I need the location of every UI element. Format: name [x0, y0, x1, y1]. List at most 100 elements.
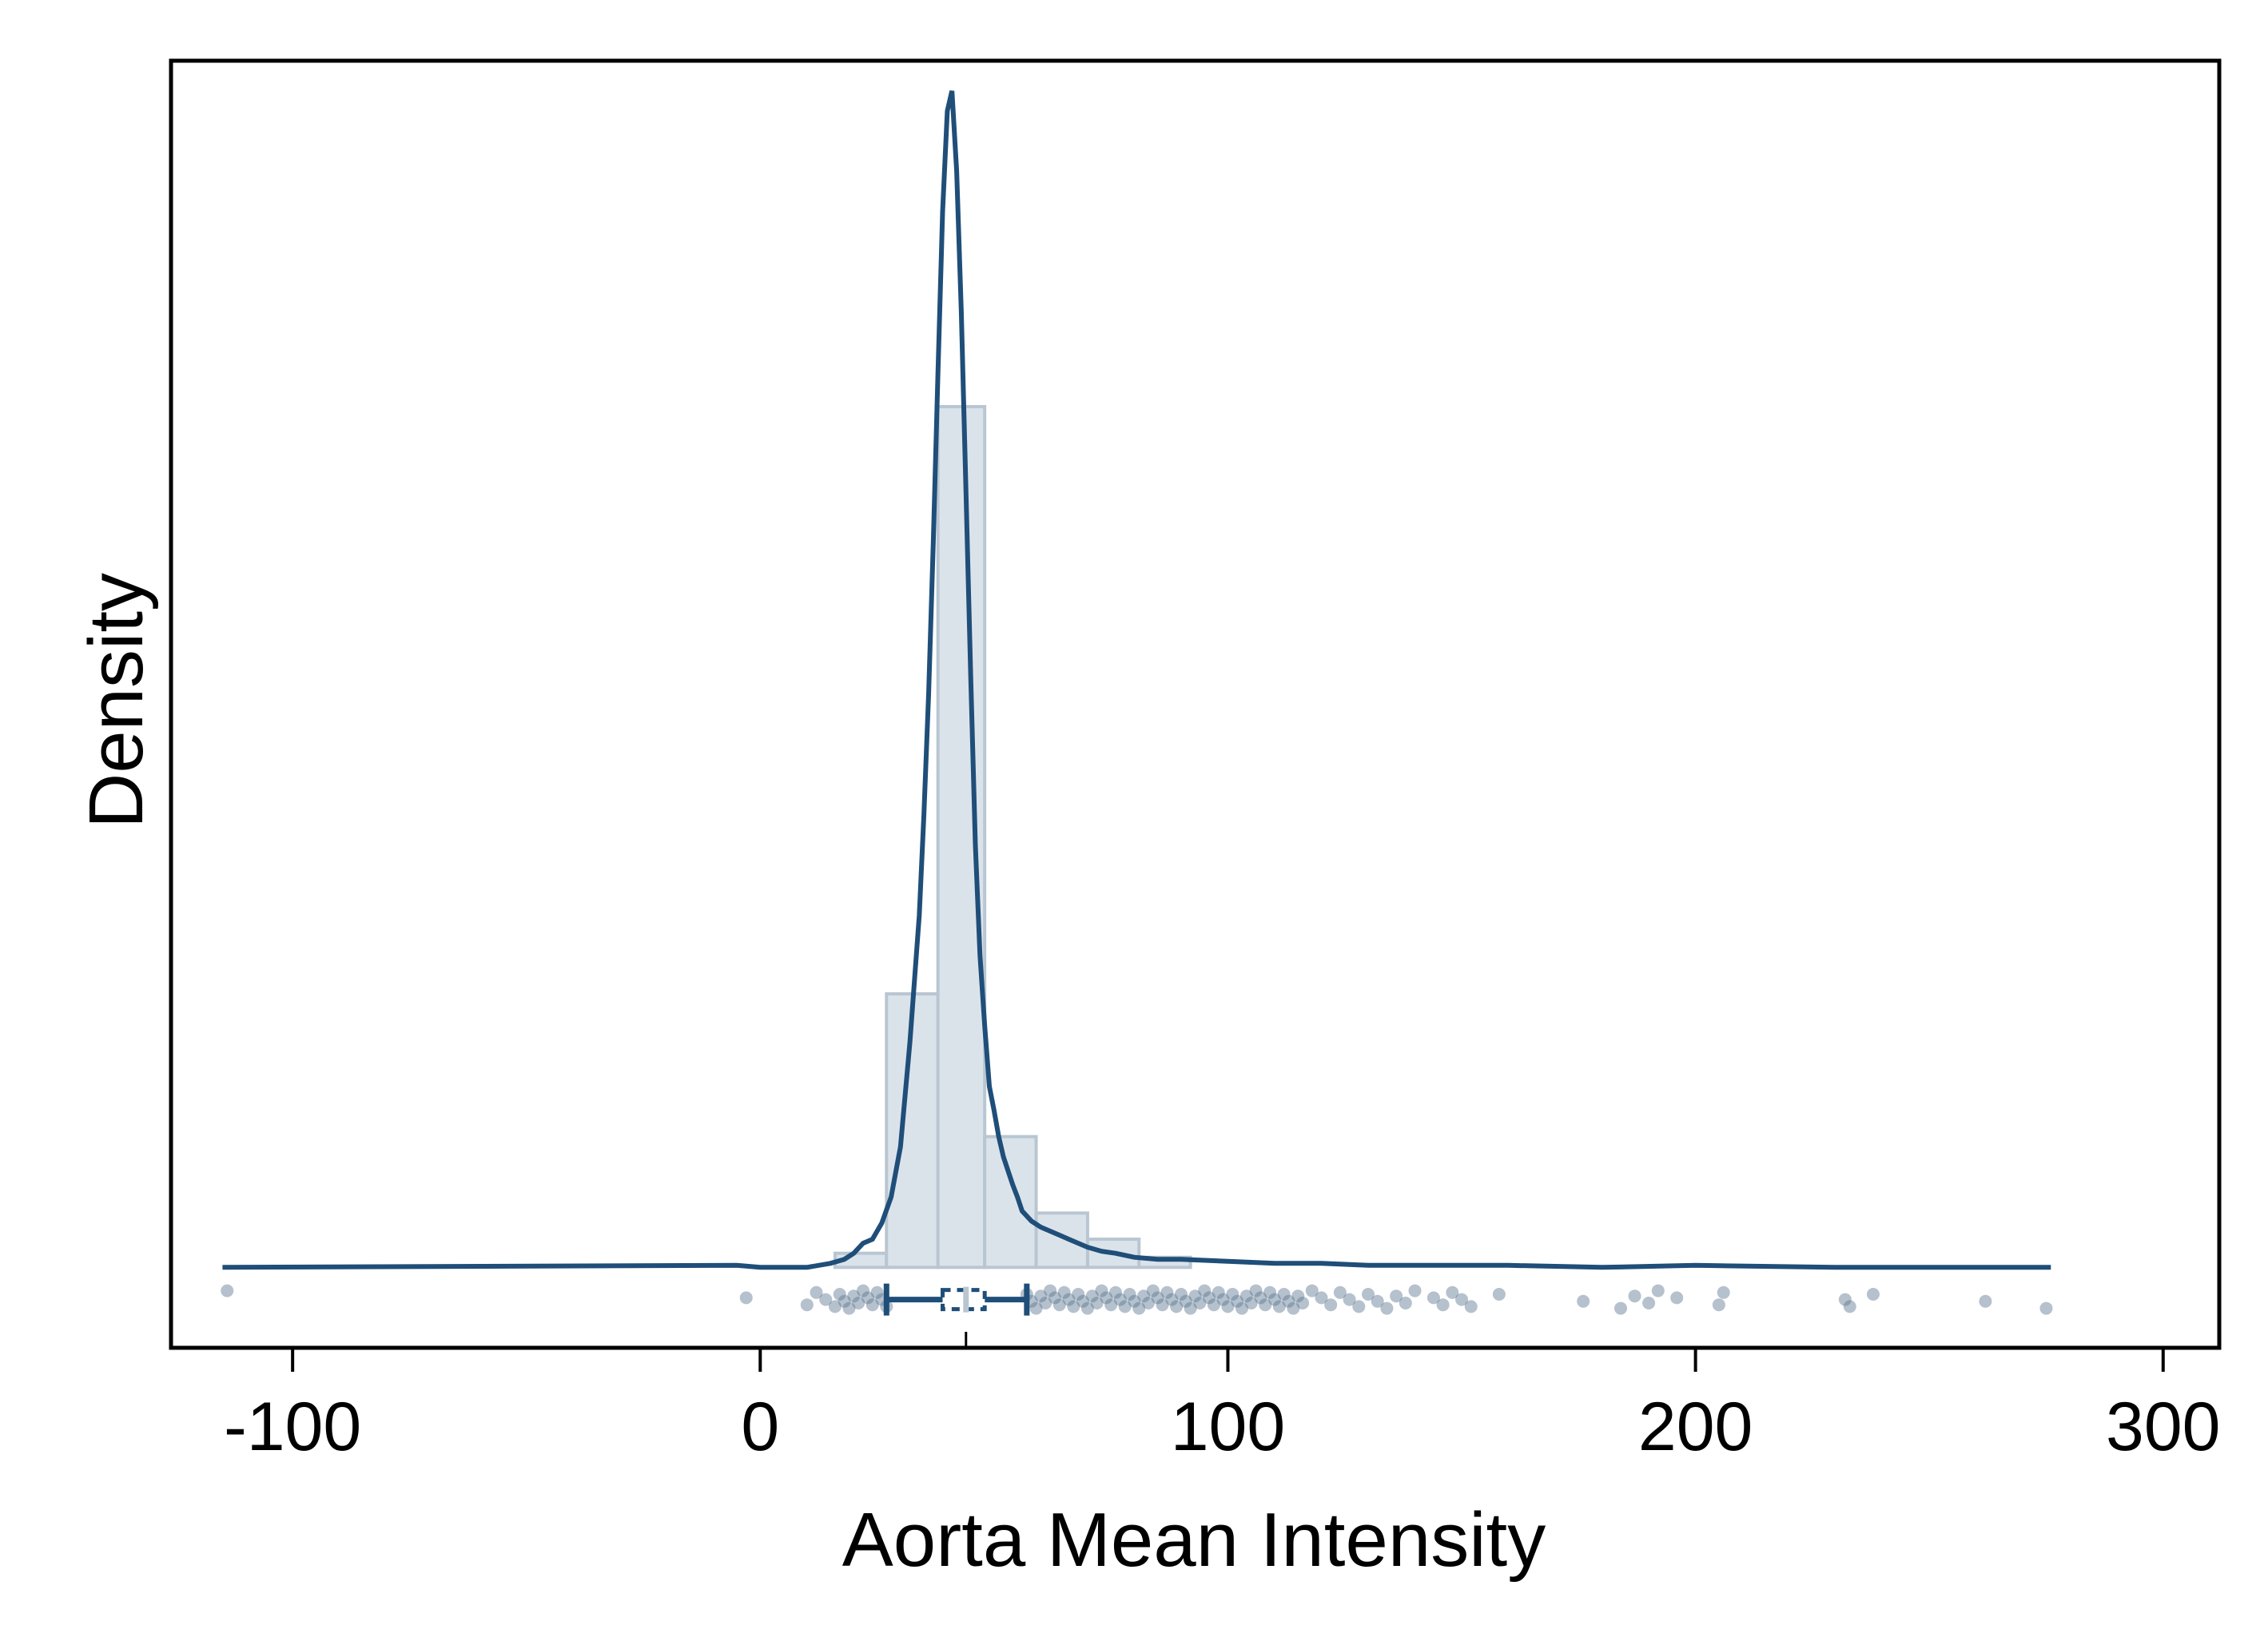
data-point [1034, 1289, 1048, 1303]
data-point [1244, 1296, 1258, 1309]
data-point [819, 1293, 833, 1306]
data-point [739, 1291, 753, 1305]
data-point [1188, 1289, 1202, 1303]
data-point [870, 1285, 884, 1299]
data-point [1315, 1291, 1328, 1305]
data-point [1198, 1284, 1212, 1297]
data-point [1137, 1289, 1151, 1303]
data-point [1259, 1298, 1272, 1312]
data-point [1160, 1285, 1174, 1299]
data-point [1207, 1298, 1220, 1312]
x-axis: -100 0 100 200 300 [224, 1332, 2221, 1465]
jittered-points [221, 1284, 2053, 1315]
data-point [1062, 1293, 1076, 1306]
data-point [1296, 1296, 1310, 1309]
data-point [1039, 1296, 1052, 1309]
data-point [1067, 1300, 1080, 1313]
data-point [1174, 1287, 1188, 1301]
data-point [1029, 1301, 1043, 1315]
data-point [1670, 1291, 1684, 1305]
data-point [1628, 1289, 1641, 1303]
data-point [1226, 1287, 1239, 1301]
data-point [1235, 1301, 1249, 1315]
data-point [1170, 1300, 1184, 1313]
data-point [1048, 1291, 1061, 1305]
data-point [1291, 1289, 1305, 1303]
data-point [857, 1284, 870, 1297]
data-point [1492, 1287, 1506, 1301]
data-point [1712, 1298, 1725, 1312]
data-point [1426, 1291, 1440, 1305]
data-point [1464, 1300, 1478, 1313]
density-curve [222, 90, 2051, 1270]
data-point [1380, 1301, 1394, 1315]
data-point [800, 1298, 814, 1312]
data-point [838, 1294, 851, 1308]
data-point [1277, 1287, 1291, 1301]
x-tick-label: 300 [2106, 1389, 2221, 1465]
data-point [1128, 1294, 1141, 1308]
data-point [1267, 1293, 1281, 1306]
data-point [1216, 1293, 1230, 1306]
plot-frame [169, 58, 2222, 1350]
data-point [1390, 1289, 1403, 1303]
data-point [1179, 1294, 1192, 1308]
x-tick-label: 0 [741, 1389, 779, 1465]
x-tick-label: 200 [1638, 1389, 1753, 1465]
data-point [1446, 1285, 1459, 1299]
data-point [861, 1291, 874, 1305]
data-point [1371, 1294, 1384, 1308]
data-point [1109, 1285, 1123, 1299]
data-point [1651, 1284, 1665, 1297]
box-plot [883, 1283, 1030, 1316]
data-point [1193, 1296, 1207, 1309]
data-point [828, 1300, 842, 1313]
data-point [1080, 1301, 1094, 1315]
data-point [1151, 1291, 1164, 1305]
data-point [810, 1285, 823, 1299]
data-point [1203, 1291, 1216, 1305]
data-point [852, 1296, 865, 1309]
data-point [1057, 1285, 1071, 1299]
data-point [1221, 1300, 1235, 1313]
data-point [1343, 1293, 1356, 1306]
data-point [1184, 1301, 1197, 1315]
data-point [1282, 1294, 1295, 1308]
data-point [833, 1287, 846, 1301]
data-point [842, 1301, 856, 1315]
data-point [1577, 1294, 1590, 1308]
data-point [1100, 1291, 1113, 1305]
data-point [1838, 1293, 1852, 1306]
data-point [1642, 1296, 1656, 1309]
data-point [1324, 1298, 1338, 1312]
x-tick-label: -100 [224, 1389, 361, 1465]
data-point [1231, 1294, 1244, 1308]
data-point [1044, 1284, 1057, 1297]
data-point [1095, 1284, 1108, 1297]
data-point [1239, 1289, 1253, 1303]
data-point [1254, 1291, 1267, 1305]
histogram-bar [936, 404, 987, 1270]
data-point [865, 1298, 879, 1312]
data-point [1408, 1284, 1422, 1297]
data-point [1165, 1293, 1179, 1306]
histogram-bar [983, 1134, 1038, 1270]
data-point [1352, 1300, 1366, 1313]
data-point [1287, 1301, 1300, 1315]
data-point [1212, 1285, 1225, 1299]
data-point [1436, 1298, 1450, 1312]
data-point [1263, 1285, 1277, 1299]
data-point [1104, 1298, 1118, 1312]
data-point [1132, 1301, 1146, 1315]
data-point [1843, 1300, 1856, 1313]
data-point [1305, 1284, 1319, 1297]
data-point [847, 1289, 861, 1303]
x-tick-label: 100 [1171, 1389, 1286, 1465]
data-point [1455, 1293, 1469, 1306]
data-point [221, 1284, 234, 1297]
data-point [1249, 1284, 1263, 1297]
data-point [1717, 1285, 1730, 1299]
data-point [1399, 1296, 1412, 1309]
data-point [1156, 1298, 1169, 1312]
data-point [1052, 1298, 1066, 1312]
